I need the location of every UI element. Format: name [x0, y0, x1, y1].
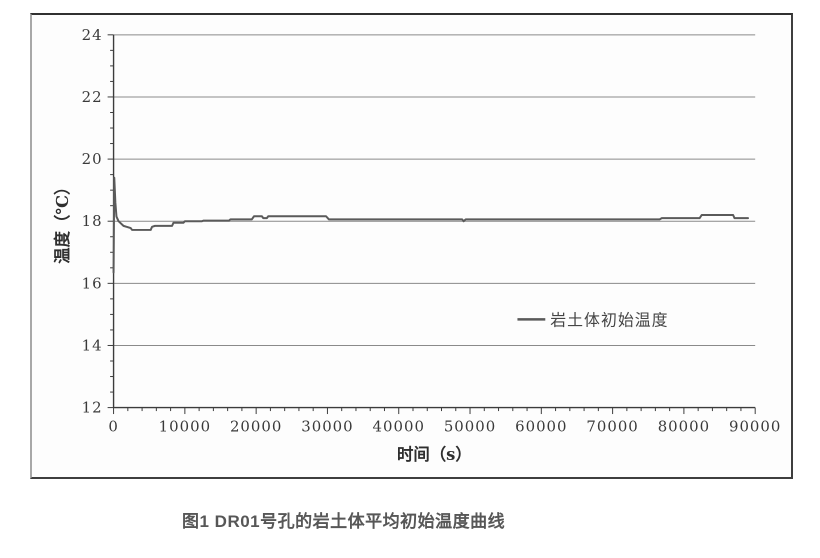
x-tick-label: 40000: [373, 417, 425, 435]
x-tick-label: 60000: [515, 417, 567, 435]
x-tick-label: 70000: [586, 417, 638, 435]
legend-label: 岩土体初始温度: [550, 310, 668, 329]
y-tick-label: 24: [82, 26, 103, 44]
y-tick-label: 20: [82, 150, 103, 168]
x-tick-label: 0: [108, 417, 118, 435]
x-tick-label: 10000: [159, 417, 211, 435]
x-tick-label: 90000: [729, 417, 781, 435]
figure-caption: 图1 DR01号孔的岩土体平均初始温度曲线: [182, 512, 506, 531]
x-tick-label: 50000: [444, 417, 496, 435]
x-tick-label: 30000: [301, 417, 353, 435]
y-tick-label: 16: [82, 274, 103, 292]
x-tick-label: 20000: [230, 417, 282, 435]
figure-box: 12 14 16 18 20 22 24 0 10000 20000 30000 40000 50000…: [30, 13, 793, 479]
x-tick-label: 80000: [658, 417, 710, 435]
temperature-line: [112, 176, 750, 274]
y-axis-title: 温度（℃）: [53, 179, 72, 265]
x-axis-title: 时间（s）: [397, 445, 472, 464]
y-tick-label: 22: [82, 88, 103, 106]
y-tick-label: 14: [82, 336, 103, 354]
y-tick-label: 18: [82, 212, 103, 230]
chart-svg: 12 14 16 18 20 22 24 0 10000 20000 30000 40000 50000…: [53, 26, 781, 464]
y-tick-label: 12: [82, 399, 103, 417]
